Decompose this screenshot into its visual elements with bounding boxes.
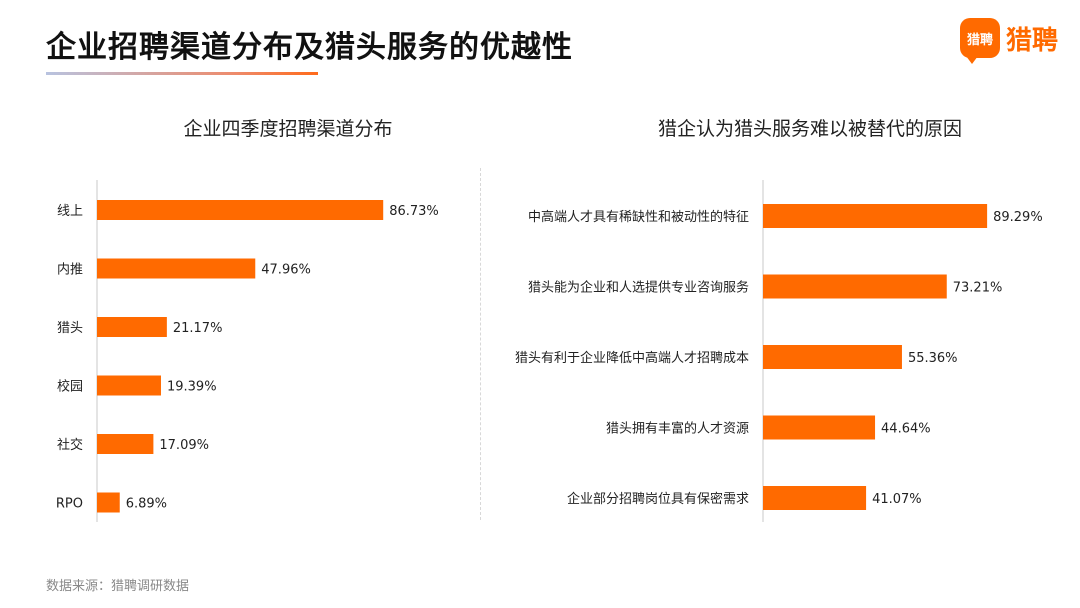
bar bbox=[763, 345, 902, 369]
category-label: 猎头拥有丰富的人才资源 bbox=[606, 421, 749, 437]
brand-name: 猎聘 bbox=[1005, 25, 1058, 56]
value-label: 44.64% bbox=[881, 422, 931, 437]
bar bbox=[763, 204, 988, 228]
value-label: 6.89% bbox=[126, 497, 167, 512]
category-label: 猎头有利于企业降低中高端人才招聘成本 bbox=[515, 350, 749, 366]
chart-divider bbox=[480, 168, 481, 520]
category-label: 社交 bbox=[57, 437, 83, 453]
bar bbox=[763, 415, 876, 440]
value-label: 55.36% bbox=[908, 351, 958, 366]
value-label: 21.17% bbox=[173, 321, 223, 336]
left-chart-title: 企业四季度招聘渠道分布 bbox=[183, 118, 393, 140]
brand-logo-text: 猎聘 bbox=[966, 32, 993, 48]
category-label: 猎头能为企业和人选提供专业咨询服务 bbox=[528, 280, 749, 296]
category-label: 猎头 bbox=[57, 321, 83, 336]
category-label: RPO bbox=[56, 497, 83, 512]
brand: 猎聘 猎聘 bbox=[959, 18, 1058, 64]
value-label: 89.29% bbox=[993, 210, 1043, 225]
bar bbox=[97, 258, 256, 279]
category-label: 企业部分招聘岗位具有保密需求 bbox=[567, 491, 749, 507]
value-label: 19.39% bbox=[167, 380, 217, 395]
bar bbox=[763, 486, 867, 510]
bar bbox=[97, 200, 384, 220]
right-chart-title: 猎企认为猎头服务难以被替代的原因 bbox=[657, 118, 962, 140]
bar bbox=[97, 375, 161, 396]
value-label: 17.09% bbox=[159, 438, 209, 453]
category-label: 校园 bbox=[57, 379, 83, 395]
value-label: 47.96% bbox=[261, 263, 311, 278]
value-label: 41.07% bbox=[872, 492, 922, 507]
category-label: 中高端人才具有稀缺性和被动性的特征 bbox=[528, 209, 749, 225]
category-label: 线上 bbox=[57, 204, 83, 219]
page-title: 企业招聘渠道分布及猎头服务的优越性 bbox=[46, 30, 573, 65]
brand-logo-icon: 猎聘 bbox=[959, 18, 1000, 64]
category-label: 内推 bbox=[57, 262, 83, 278]
data-source: 数据来源：猎聘调研数据 bbox=[46, 579, 190, 594]
bar bbox=[763, 274, 947, 299]
bar bbox=[97, 434, 154, 454]
bar bbox=[97, 492, 120, 513]
value-label: 73.21% bbox=[953, 281, 1003, 296]
bar bbox=[97, 317, 167, 337]
title-underline bbox=[46, 72, 318, 75]
value-label: 86.73% bbox=[389, 204, 439, 219]
